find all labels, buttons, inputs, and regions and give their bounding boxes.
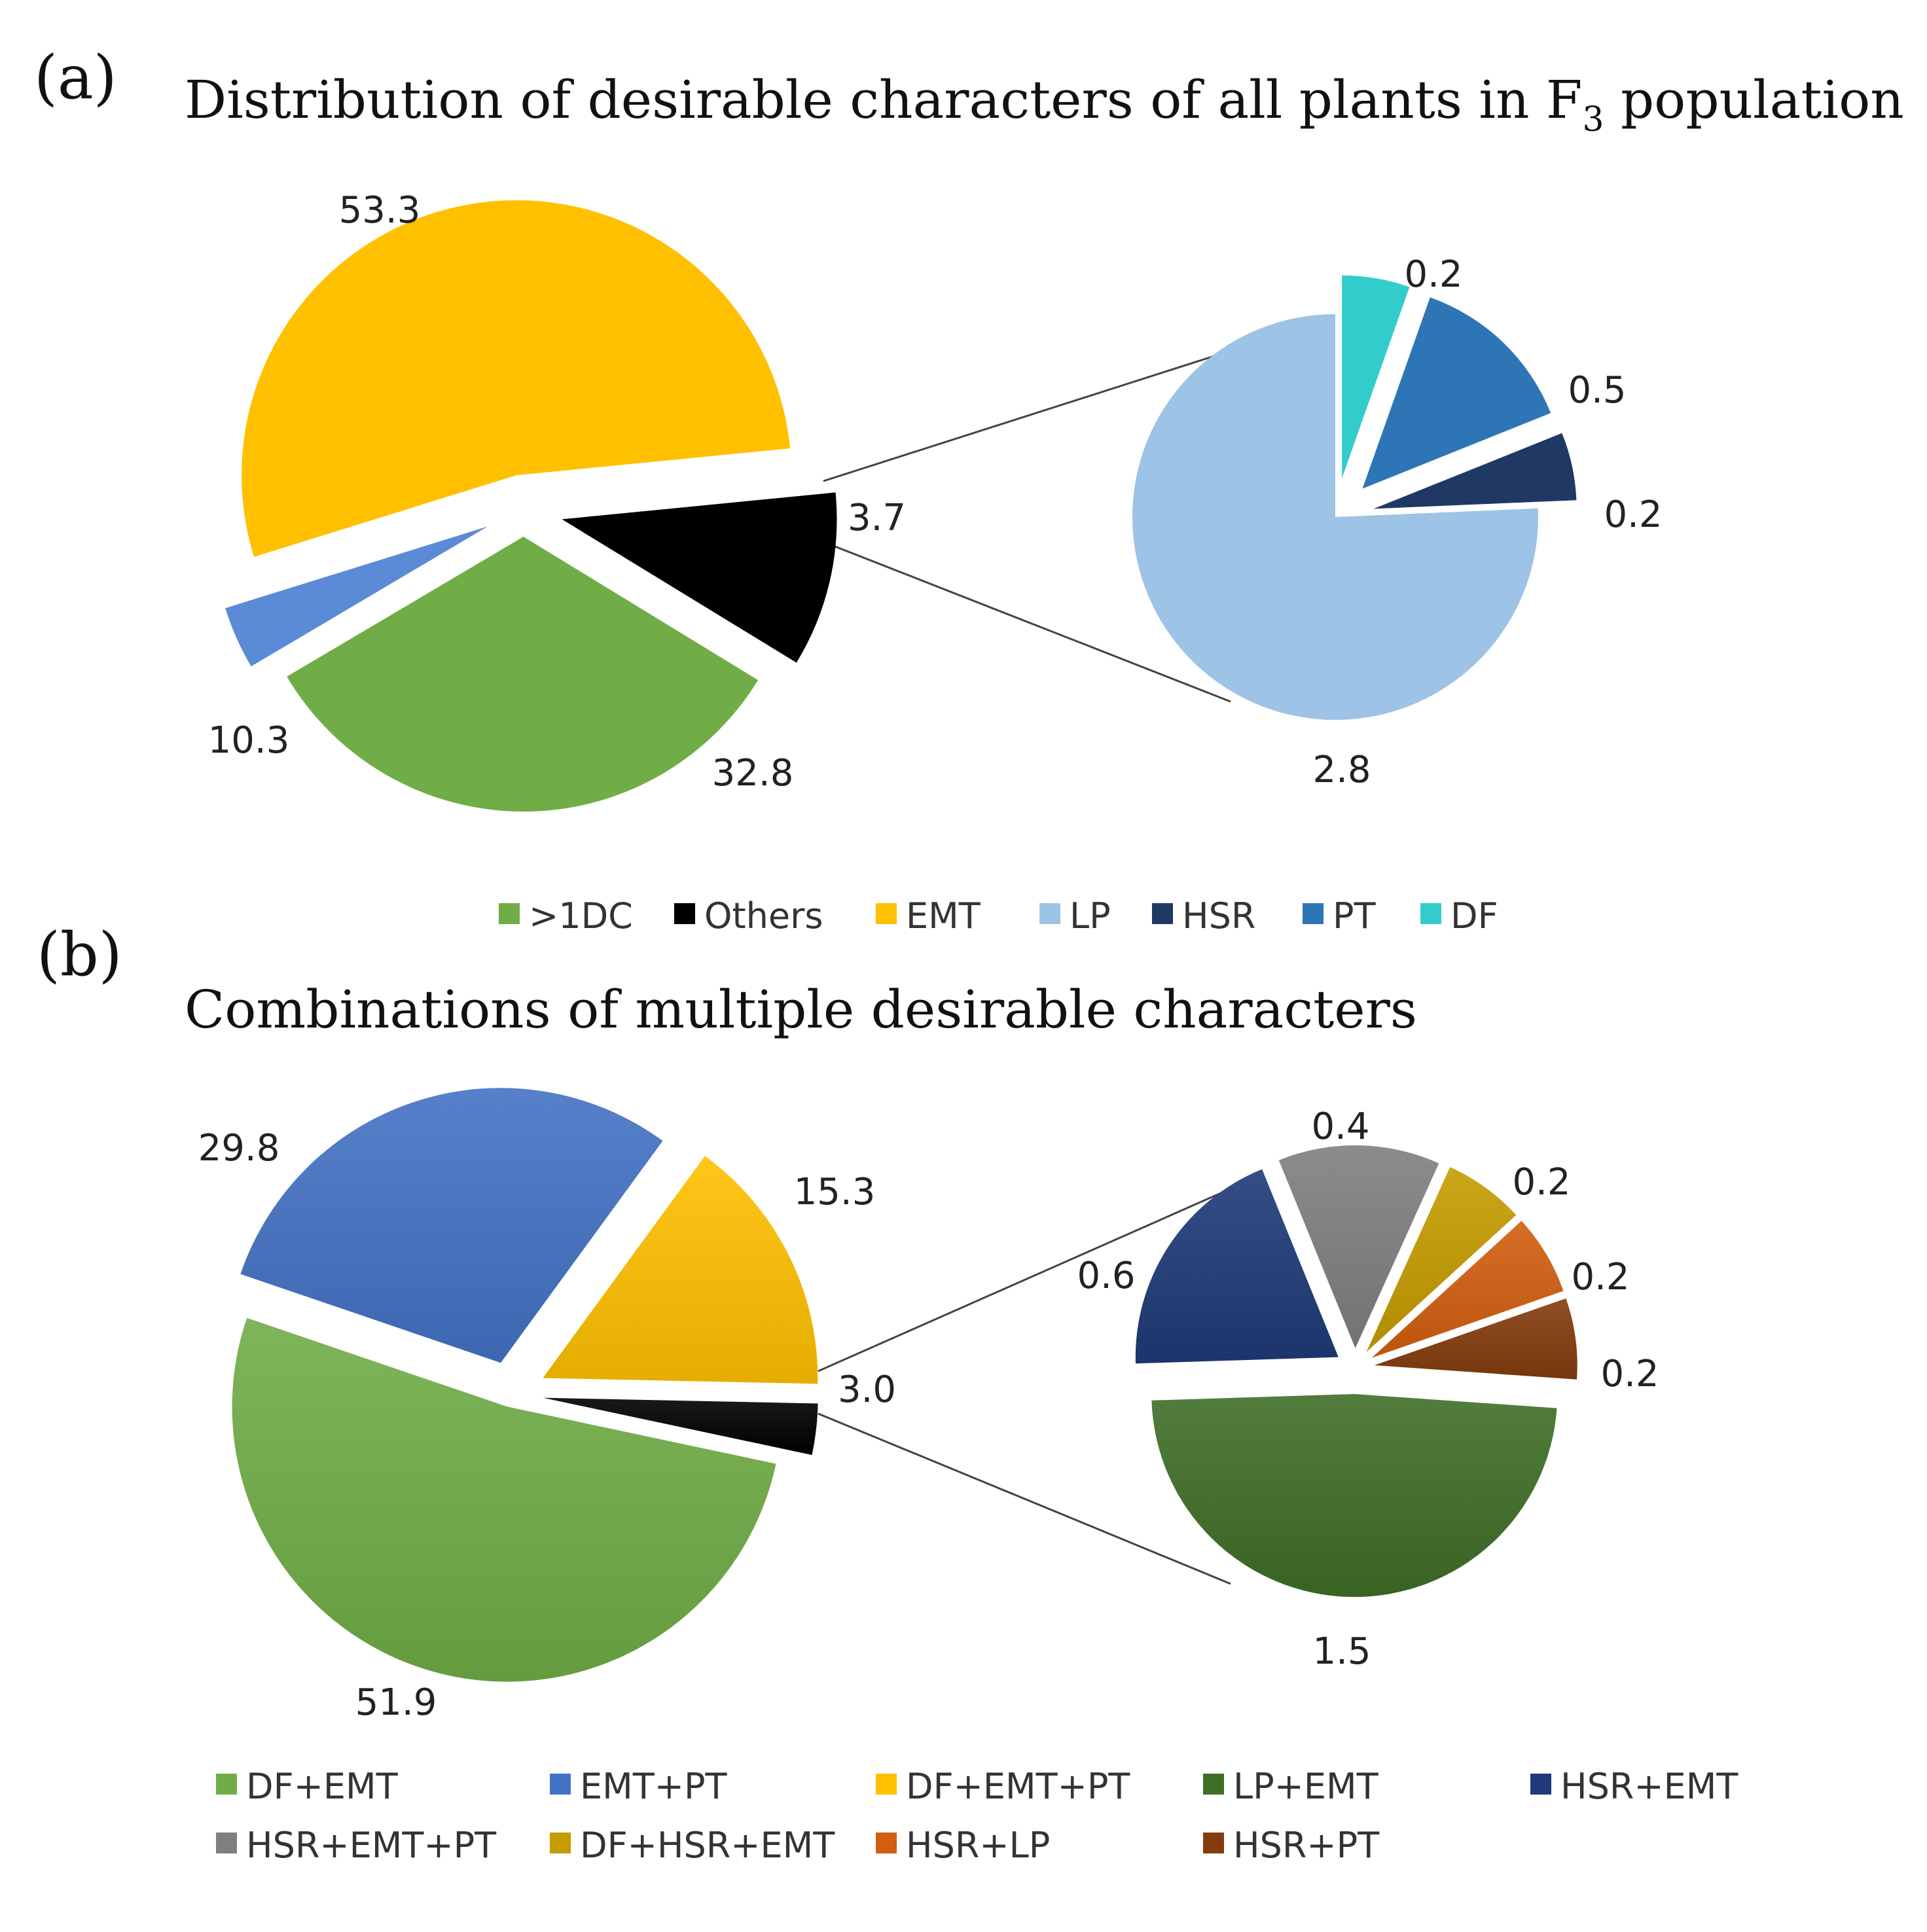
a-main-slice-gt1dc: [287, 536, 759, 812]
b-secondary-data-label: 0.4: [1311, 1105, 1369, 1148]
a-secondary-slice-df: [1342, 275, 1410, 478]
a-main-data-label: 53.3: [339, 189, 421, 232]
a-legend-swatch-hsr: [1152, 903, 1173, 924]
b-legend-label-df-plus-emt-plus-pt: DF+EMT+PT: [906, 1766, 1130, 1807]
a-legend-swatch-emt: [876, 903, 897, 924]
a-main-slice-others: [562, 492, 837, 663]
panel-label-a: (a): [34, 43, 117, 113]
b-legend-label-hsr-plus-lp: HSR+LP: [906, 1825, 1050, 1866]
a-secondary-slice-lp: [1132, 313, 1538, 720]
secondary-pie-b: [1135, 1145, 1577, 1598]
b-secondary-data-label: 0.2: [1600, 1353, 1659, 1395]
a-main-data-label: 32.8: [712, 752, 794, 795]
chart-title-a: Distribution of desirable characters of …: [185, 69, 1904, 139]
b-legend-swatch-hsr-plus-lp: [876, 1833, 897, 1853]
b-secondary-slice-shade-hsr-plus-emt: [1135, 1169, 1339, 1364]
b-legend-label-hsr-plus-pt: HSR+PT: [1233, 1825, 1380, 1866]
b-legend-swatch-emt-plus-pt: [550, 1774, 571, 1795]
chart-title-a-text: Distribution of desirable characters of …: [185, 69, 1582, 130]
a-legend-label-emt: EMT: [906, 895, 981, 937]
b-main-data-label: 51.9: [355, 1681, 437, 1724]
a-legend-swatch-lp: [1039, 903, 1060, 924]
a-legend-label-others: Others: [704, 895, 823, 937]
b-secondary-data-label: 0.2: [1571, 1256, 1629, 1298]
b-legend-label-hsr-plus-emt-plus-pt: HSR+EMT+PT: [246, 1825, 497, 1866]
a-legend-swatch-others: [674, 903, 695, 924]
a-legend-swatch-gt1dc: [499, 903, 520, 924]
b-legend-label-emt-plus-pt: EMT+PT: [580, 1766, 728, 1807]
connector-lines-a: [823, 344, 1248, 703]
b-main-slice-shade-emt-plus-pt: [240, 1088, 663, 1363]
b-legend-swatch-df-plus-emt-plus-pt: [876, 1774, 897, 1795]
a-secondary-slice-pt: [1362, 297, 1551, 489]
chart-title-a-suffix: population: [1604, 69, 1904, 130]
b-connector-bottom: [818, 1412, 1231, 1585]
secondary-pie-a: [1132, 275, 1577, 720]
a-secondary-data-label: 0.2: [1404, 253, 1462, 296]
a-secondary-data-label: 0.5: [1568, 369, 1626, 412]
panel-label-b: (b): [37, 920, 122, 990]
b-secondary-slice-shade-lp-plus-emt: [1151, 1393, 1557, 1598]
a-legend-label-pt: PT: [1333, 895, 1377, 937]
a-legend-swatch-df: [1420, 903, 1441, 924]
b-secondary-slice-shade-df-plus-hsr-plus-emt: [1366, 1167, 1517, 1352]
b-legend-swatch-df-plus-hsr-plus-emt: [550, 1833, 571, 1853]
a-secondary-data-label: 2.8: [1312, 749, 1371, 791]
a-legend-label-hsr: HSR: [1182, 895, 1255, 937]
b-main-slice-shade-df-plus-emt: [232, 1317, 776, 1682]
chart-title-a-subscript: 3: [1582, 100, 1604, 139]
panel-a: (a) Distribution of desirable characters…: [34, 43, 1904, 937]
b-main-slice-shade-df-plus-emt-plus-pt: [543, 1156, 818, 1384]
a-legend-swatch-pt: [1303, 903, 1324, 924]
a-connector-top: [823, 344, 1248, 482]
b-main-data-label: 29.8: [198, 1127, 280, 1170]
b-secondary-slice-shade-hsr-plus-pt: [1374, 1298, 1577, 1380]
b-main-slice-shade-others: [543, 1397, 818, 1456]
connector-lines-b: [818, 1185, 1238, 1585]
b-secondary-slice-shade-hsr-plus-emt-plus-pt: [1278, 1145, 1439, 1349]
b-secondary-data-label: 1.5: [1312, 1630, 1371, 1673]
chart-title-b: Combinations of multiple desirable chara…: [185, 979, 1417, 1040]
a-connector-bottom: [823, 541, 1231, 703]
a-main-slice-lp-plus-hsr-plus-pt-plus-df: [225, 526, 488, 667]
a-main-data-label: 3.7: [848, 497, 906, 539]
panel-b: (b) Combinations of multiple desirable c…: [37, 920, 1738, 1866]
b-legend-label-df-plus-emt: DF+EMT: [246, 1766, 399, 1807]
b-main-data-label: 15.3: [794, 1171, 876, 1213]
a-secondary-slice-hsr: [1373, 433, 1577, 509]
b-legend-swatch-df-plus-emt: [216, 1774, 237, 1795]
b-legend-label-hsr-plus-emt: HSR+EMT: [1560, 1766, 1738, 1807]
b-legend-label-df-plus-hsr-plus-emt: DF+HSR+EMT: [580, 1825, 835, 1866]
a-main-data-label: 10.3: [208, 719, 290, 762]
b-legend-swatch-hsr-plus-pt: [1203, 1833, 1224, 1853]
a-legend-label-lp: LP: [1070, 895, 1111, 937]
a-legend-label-gt1dc: >1DC: [529, 895, 633, 937]
b-legend-swatch-hsr-plus-emt-plus-pt: [216, 1833, 237, 1853]
main-pie-a: [225, 200, 837, 812]
b-secondary-data-label: 0.6: [1077, 1255, 1135, 1297]
a-main-slice-emt: [242, 200, 791, 557]
legend-a: >1DC Others EMT LP HSR PT DF: [499, 895, 1498, 937]
data-labels-b: 51.9 29.8 15.3 3.0 1.5 0.6 0.4 0.2 0.2 0.2: [198, 1105, 1659, 1724]
b-legend-swatch-lp-plus-emt: [1203, 1774, 1224, 1795]
b-secondary-slice-shade-hsr-plus-lp: [1371, 1221, 1564, 1358]
b-legend-swatch-hsr-plus-emt: [1530, 1774, 1551, 1795]
b-main-data-label: 3.0: [838, 1368, 896, 1411]
b-connector-top: [818, 1185, 1238, 1372]
data-labels-a: 32.8 10.3 53.3 3.7 2.8 0.2 0.5 0.2: [208, 189, 1663, 795]
a-legend-label-df: DF: [1450, 895, 1498, 937]
main-pie-b: [232, 1088, 818, 1682]
a-secondary-data-label: 0.2: [1604, 493, 1662, 536]
b-legend-label-lp-plus-emt: LP+EMT: [1233, 1766, 1379, 1807]
legend-b: DF+EMT EMT+PT DF+EMT+PT LP+EMT HSR+EMT HSR+EM…: [216, 1766, 1738, 1866]
b-secondary-data-label: 0.2: [1512, 1161, 1570, 1204]
